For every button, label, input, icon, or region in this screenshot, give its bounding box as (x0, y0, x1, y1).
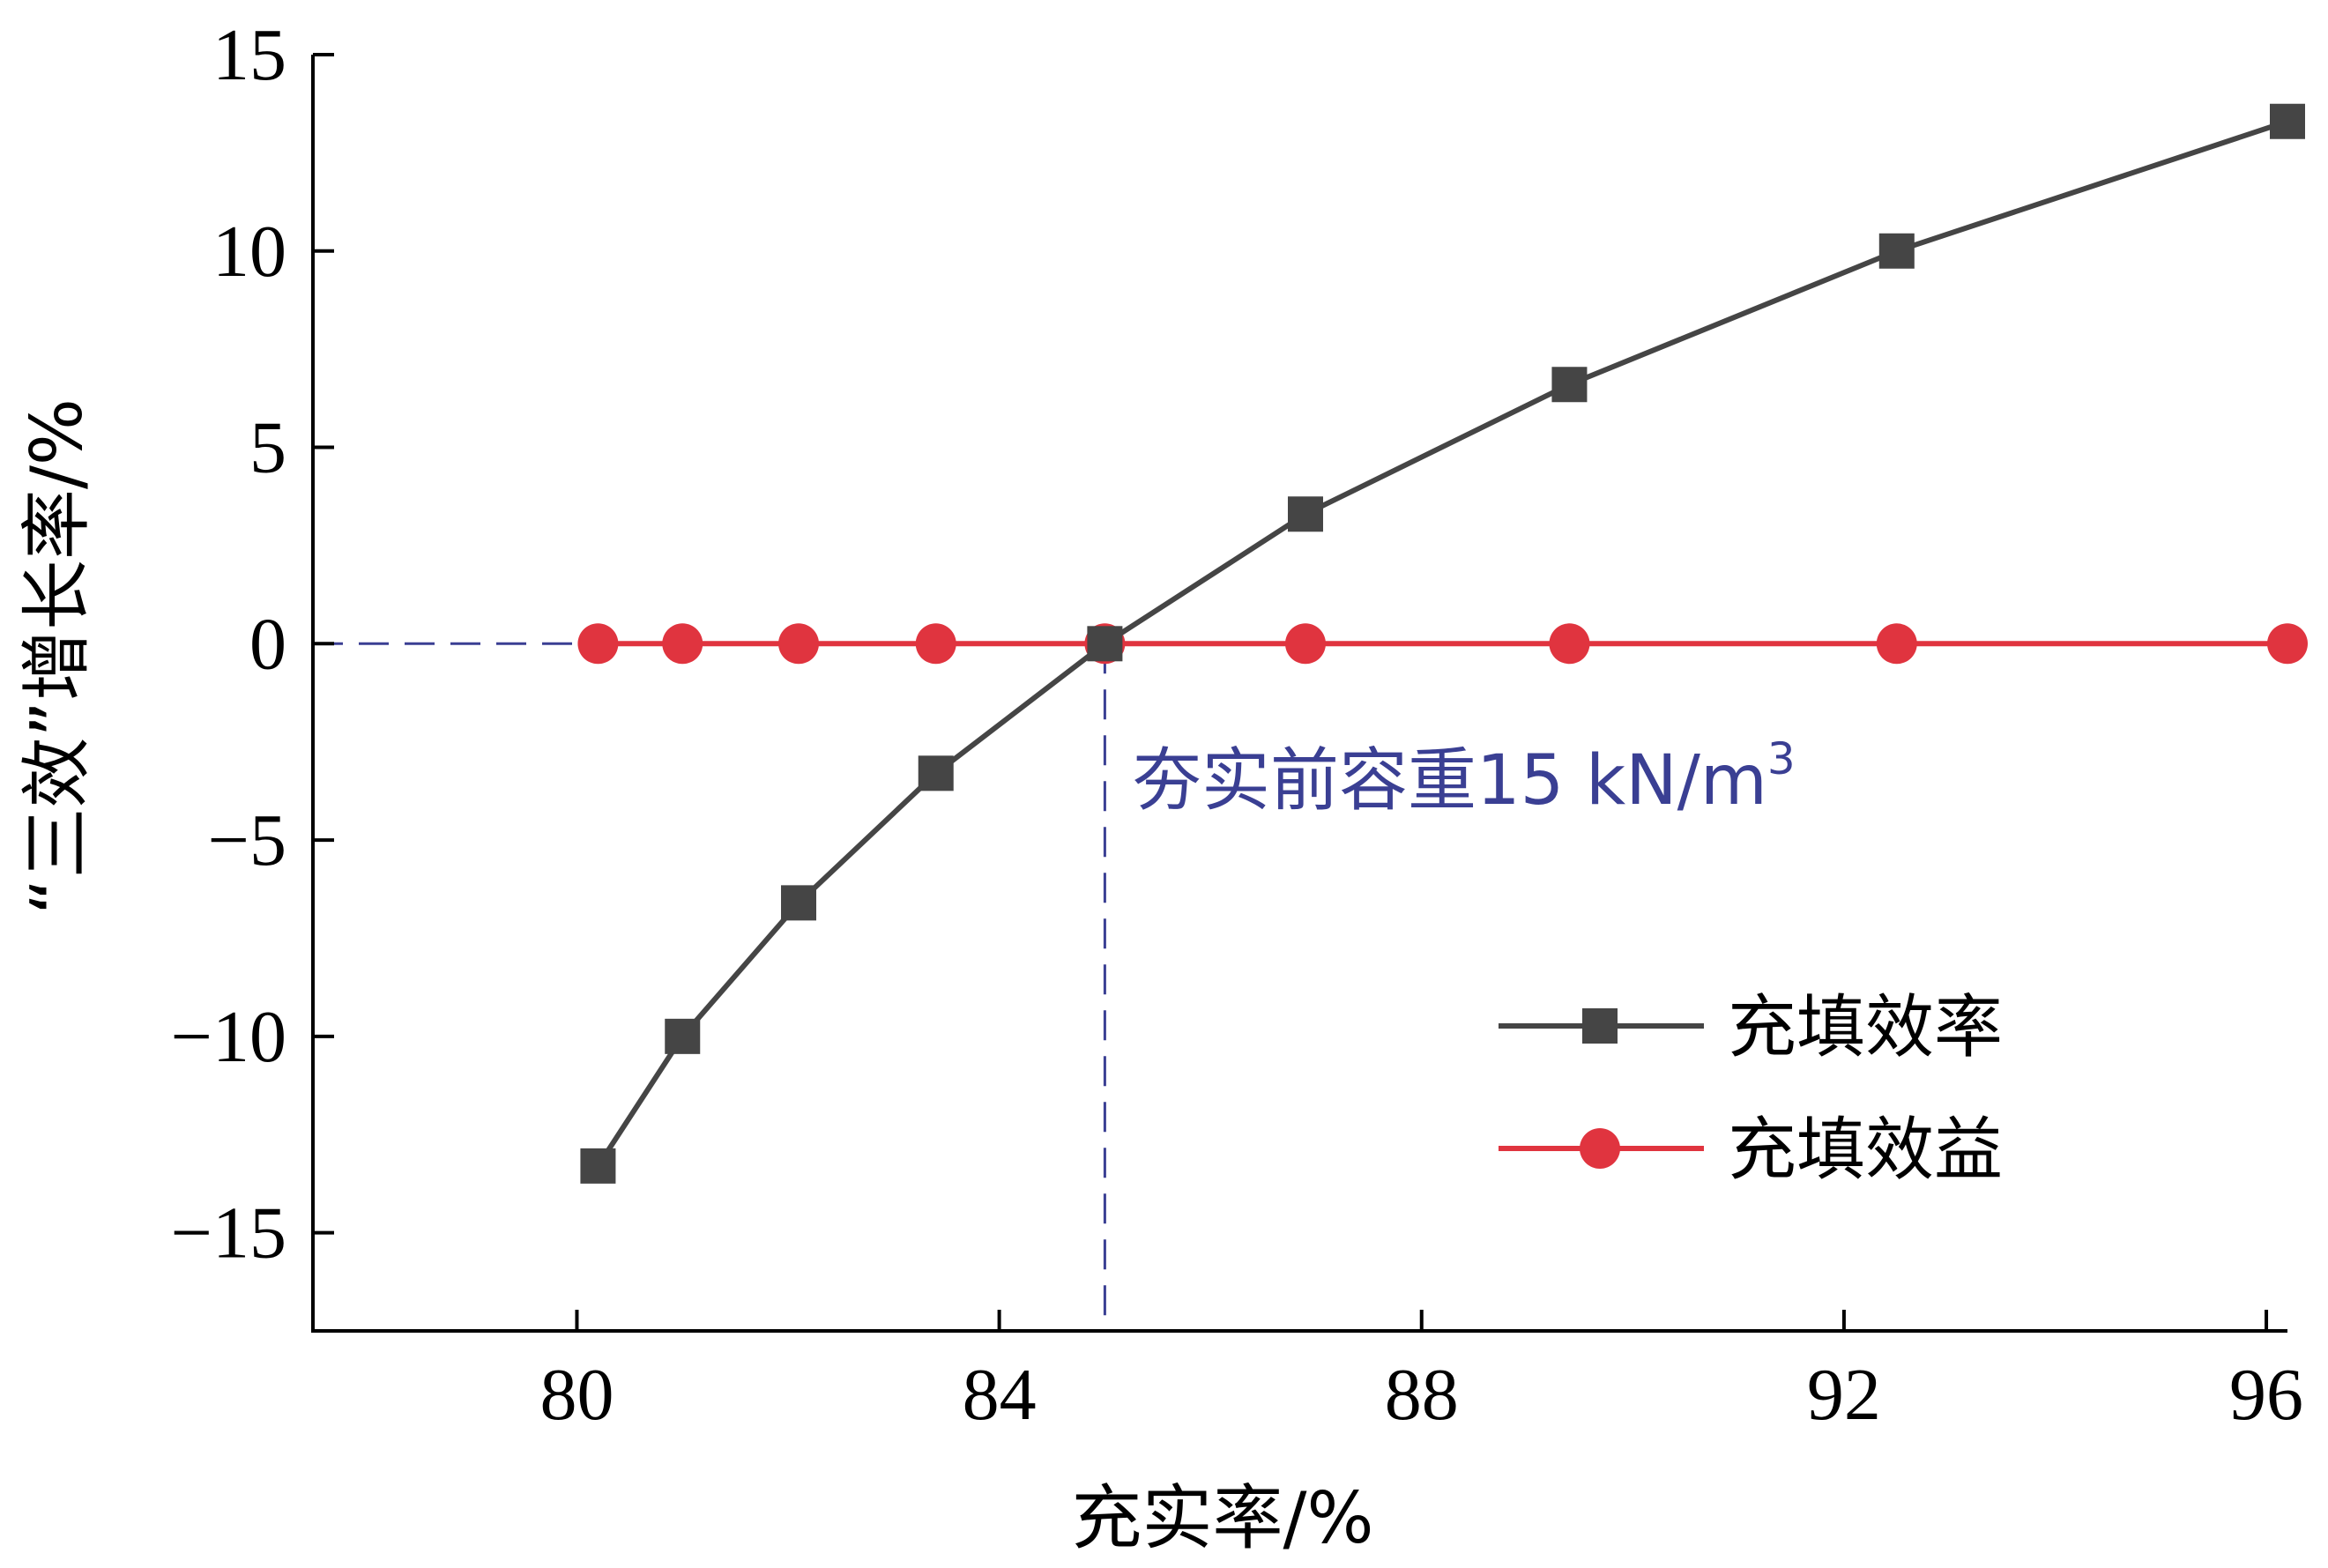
legend-marker-efficiency (1582, 1008, 1618, 1044)
legend-marker-benefit (1580, 1128, 1620, 1169)
x-tick-label: 92 (1807, 1354, 1881, 1436)
data-point-circle (1876, 623, 1917, 665)
data-point-square (1287, 496, 1323, 532)
x-tick-label: 96 (2229, 1354, 2303, 1436)
axis-frame (311, 55, 2287, 1333)
legend-label-efficiency: 充填效率 (1728, 988, 2003, 1067)
reference-annotation: 夯实前容重15 kN/m3 (1133, 733, 1796, 821)
legend-item-efficiency: 充填效率 (1499, 988, 2003, 1067)
y-tick-label: 0 (249, 603, 286, 685)
annotation-text: 夯实前容重15 kN/m (1133, 741, 1767, 821)
y-tick-label: 15 (212, 14, 286, 96)
data-point-circle (577, 623, 619, 665)
series-layer (577, 103, 2308, 1184)
x-ticks: 80 84 88 92 96 (539, 1310, 2303, 1436)
data-point-circle (2267, 623, 2308, 665)
data-point-circle (1284, 623, 1326, 665)
legend-label-benefit: 充填效益 (1728, 1111, 2003, 1190)
y-ticks: 15 10 5 0 −5 −10 −15 (171, 14, 334, 1274)
x-tick-label: 88 (1385, 1354, 1459, 1436)
x-axis-title: 充实率/% (1072, 1477, 1374, 1559)
y-tick-label: −5 (208, 799, 286, 881)
legend: 充填效率 充填效益 (1499, 988, 2003, 1190)
legend-item-benefit: 充填效益 (1499, 1111, 2003, 1190)
data-point-square (918, 755, 954, 791)
y-tick-label: 10 (212, 211, 286, 293)
data-point-circle (915, 623, 956, 665)
data-point-square (580, 1148, 616, 1184)
y-tick-label: 5 (249, 407, 286, 489)
data-point-square (1551, 367, 1588, 403)
data-point-square (1878, 233, 1915, 269)
data-point-circle (778, 623, 820, 665)
annotation-superscript: 3 (1767, 733, 1796, 784)
reference-lines (313, 642, 1106, 1331)
axes (311, 55, 2287, 1333)
data-point-square (2270, 103, 2305, 139)
x-tick-label: 84 (963, 1354, 1037, 1436)
data-point-square (781, 885, 817, 921)
y-tick-label: −15 (171, 1193, 286, 1274)
y-tick-label: −10 (171, 996, 286, 1078)
x-tick-label: 80 (539, 1354, 614, 1436)
data-point-circle (1549, 623, 1590, 665)
data-point-square (665, 1018, 701, 1054)
data-point-square (1087, 626, 1123, 662)
y-axis-title: “三效”增长率/% (16, 398, 98, 915)
data-point-circle (662, 623, 703, 665)
